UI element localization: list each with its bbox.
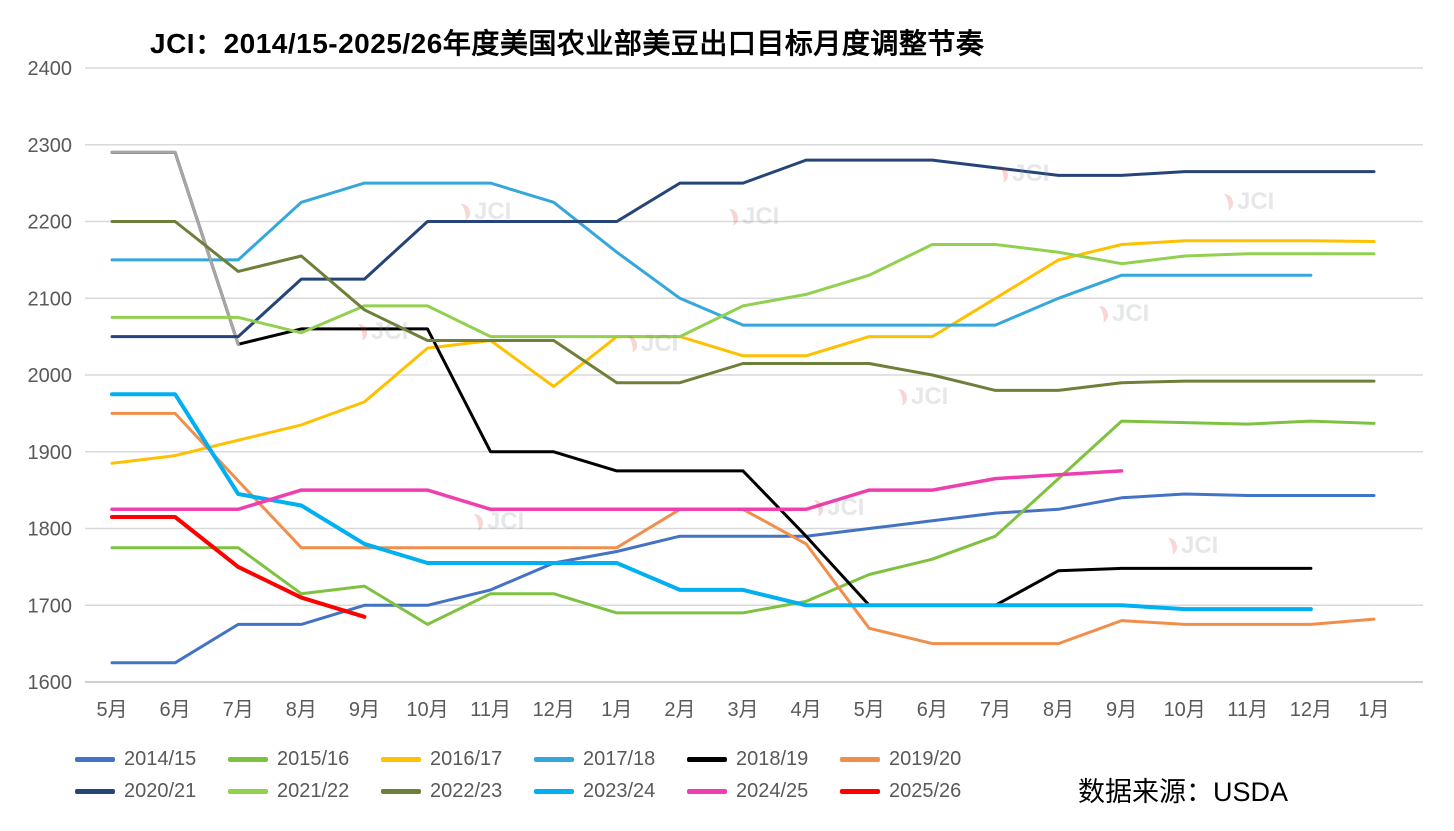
legend-label: 2016/17 bbox=[430, 748, 503, 770]
series-line-2017-18 bbox=[110, 181, 1313, 327]
legend-swatch bbox=[840, 757, 880, 762]
y-tick-label: 1600 bbox=[28, 672, 73, 694]
x-tick-label: 10月 bbox=[406, 699, 448, 721]
x-tick-label: 10月 bbox=[1164, 699, 1206, 721]
series-line-2014-15 bbox=[110, 492, 1376, 665]
x-tick-label: 8月 bbox=[1043, 699, 1074, 721]
x-tick-label: 7月 bbox=[223, 699, 254, 721]
legend-swatch bbox=[228, 789, 268, 794]
y-tick-label: 2000 bbox=[28, 365, 73, 387]
series-line-head-2018-19 bbox=[110, 150, 240, 346]
legend-item-2022-23: 2022/23 bbox=[381, 780, 534, 803]
x-tick-label: 5月 bbox=[854, 699, 885, 721]
legend-swatch bbox=[534, 757, 574, 762]
legend-item-2019-20: 2019/20 bbox=[840, 748, 993, 771]
x-tick-label: 9月 bbox=[349, 699, 380, 721]
series-line-2016-17 bbox=[110, 239, 1376, 465]
legend-swatch bbox=[687, 757, 727, 762]
x-tick-label: 5月 bbox=[96, 699, 127, 721]
legend-swatch bbox=[840, 789, 880, 794]
series-line-2025-26 bbox=[110, 515, 367, 619]
x-tick-label: 6月 bbox=[160, 699, 191, 721]
x-tick-label: 7月 bbox=[980, 699, 1011, 721]
legend-item-2018-19: 2018/19 bbox=[687, 748, 840, 771]
y-tick-label: 2300 bbox=[28, 135, 73, 157]
series-line-2023-24 bbox=[110, 392, 1313, 612]
legend-item-2025-26: 2025/26 bbox=[840, 780, 993, 803]
series-line-2022-23 bbox=[110, 220, 1376, 392]
legend-label: 2014/15 bbox=[124, 748, 197, 770]
legend-swatch bbox=[228, 757, 268, 762]
x-tick-label: 9月 bbox=[1106, 699, 1137, 721]
x-tick-label: 8月 bbox=[286, 699, 317, 721]
legend-label: 2023/24 bbox=[583, 780, 656, 802]
x-tick-label: 12月 bbox=[1290, 699, 1332, 721]
chart-legend: 2014/15 2015/16 2016/17 2017/18 2018/19 2019/… bbox=[75, 748, 993, 803]
legend-item-2014-15: 2014/15 bbox=[75, 748, 228, 771]
line-chart: 1600 1700 1800 1900 2000 2100 2200 2300 2400 5月 6月… bbox=[28, 58, 1423, 721]
legend-label: 2018/19 bbox=[736, 748, 809, 770]
y-tick-label: 2200 bbox=[28, 212, 73, 234]
legend-item-2024-25: 2024/25 bbox=[687, 780, 840, 803]
series-line-2015-16 bbox=[110, 419, 1376, 626]
legend-item-2023-24: 2023/24 bbox=[534, 780, 687, 803]
x-tick-label: 4月 bbox=[791, 699, 822, 721]
legend-swatch bbox=[687, 789, 727, 794]
y-tick-label: 2100 bbox=[28, 288, 73, 310]
y-tick-label: 1800 bbox=[28, 519, 73, 541]
legend-label: 2025/26 bbox=[889, 780, 962, 802]
legend-item-2015-16: 2015/16 bbox=[228, 748, 381, 771]
legend-item-2020-21: 2020/21 bbox=[75, 780, 228, 803]
legend-item-2021-22: 2021/22 bbox=[228, 780, 381, 803]
x-tick-label: 11月 bbox=[1227, 699, 1268, 721]
legend-swatch bbox=[381, 757, 421, 762]
legend-label: 2015/16 bbox=[277, 748, 350, 770]
series-line-2024-25 bbox=[110, 469, 1124, 512]
legend-label: 2017/18 bbox=[583, 748, 656, 770]
x-tick-label: 3月 bbox=[727, 699, 758, 721]
y-tick-label: 1900 bbox=[28, 442, 73, 464]
legend-label: 2019/20 bbox=[889, 748, 962, 770]
legend-item-2016-17: 2016/17 bbox=[381, 748, 534, 771]
x-tick-label: 1月 bbox=[601, 699, 632, 721]
series-line-2021-22 bbox=[110, 243, 1376, 339]
legend-swatch bbox=[75, 789, 115, 794]
data-source-label: 数据来源：USDA bbox=[1078, 777, 1289, 807]
x-tick-label: 1月 bbox=[1358, 699, 1389, 721]
x-tick-label: 2月 bbox=[664, 699, 695, 721]
y-tick-label: 2400 bbox=[28, 58, 73, 80]
legend-swatch bbox=[75, 757, 115, 762]
legend-swatch bbox=[381, 789, 421, 794]
chart-title: JCI：2014/15-2025/26年度美国农业部美豆出口目标月度调整节奏 bbox=[150, 28, 985, 59]
x-tick-label: 6月 bbox=[917, 699, 948, 721]
legend-label: 2022/23 bbox=[430, 780, 503, 802]
x-tick-label: 11月 bbox=[470, 699, 511, 721]
legend-label: 2021/22 bbox=[277, 780, 350, 802]
x-tick-label: 12月 bbox=[533, 699, 575, 721]
legend-label: 2024/25 bbox=[736, 780, 809, 802]
legend-item-2017-18: 2017/18 bbox=[534, 748, 687, 771]
legend-label: 2020/21 bbox=[124, 780, 197, 802]
y-tick-label: 1700 bbox=[28, 595, 73, 617]
legend-swatch bbox=[534, 789, 574, 794]
series-line-2020-21 bbox=[110, 158, 1376, 339]
